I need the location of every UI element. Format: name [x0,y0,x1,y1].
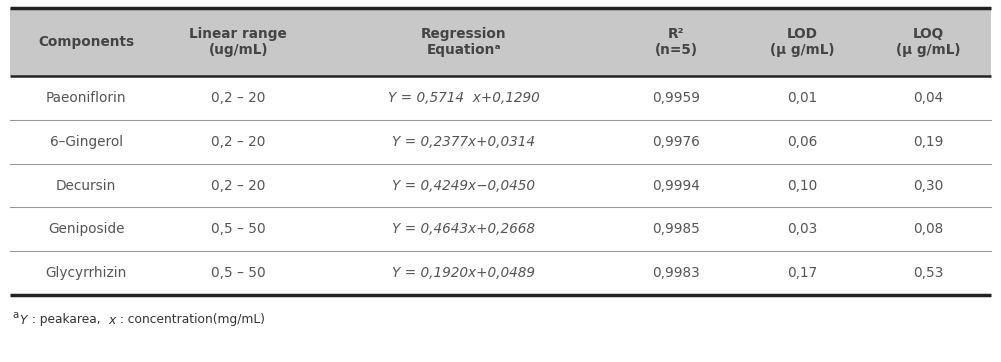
Text: 0,9959: 0,9959 [653,91,701,105]
Text: 0,9983: 0,9983 [653,266,700,280]
Text: 0,01: 0,01 [787,91,817,105]
Text: 0,2 – 20: 0,2 – 20 [211,135,265,149]
Text: 6–Gingerol: 6–Gingerol [49,135,123,149]
Text: Y = 0,5714  x+0,1290: Y = 0,5714 x+0,1290 [388,91,540,105]
Text: Y = 0,1920x+0,0489: Y = 0,1920x+0,0489 [392,266,536,280]
Text: 0,9994: 0,9994 [653,178,700,193]
Text: 0,08: 0,08 [913,222,943,236]
Text: LOQ
(μ g/mL): LOQ (μ g/mL) [896,27,960,57]
Text: Linear range
(ug/mL): Linear range (ug/mL) [189,27,287,57]
Text: 0,5 – 50: 0,5 – 50 [211,266,265,280]
Text: 0,2 – 20: 0,2 – 20 [211,91,265,105]
Text: 0,9985: 0,9985 [653,222,700,236]
Text: : concentration(mg/mL): : concentration(mg/mL) [116,313,265,327]
Text: x: x [108,313,115,327]
Text: : peakarea,: : peakarea, [28,313,108,327]
Text: LOD
(μ g/mL): LOD (μ g/mL) [770,27,835,57]
Text: 0,5 – 50: 0,5 – 50 [211,222,265,236]
Text: Y = 0,4643x+0,2668: Y = 0,4643x+0,2668 [392,222,536,236]
Text: 0,30: 0,30 [913,178,943,193]
Text: 0,9976: 0,9976 [653,135,700,149]
Text: Components: Components [38,35,134,49]
Text: 0,17: 0,17 [787,266,817,280]
Text: 0,2 – 20: 0,2 – 20 [211,178,265,193]
Text: 0,04: 0,04 [913,91,943,105]
Text: a: a [12,310,18,320]
Bar [10,8,991,76]
Text: 0,53: 0,53 [913,266,943,280]
Text: 0,03: 0,03 [787,222,817,236]
Text: R²
(n=5): R² (n=5) [655,27,698,57]
Text: 0,06: 0,06 [787,135,817,149]
Text: Paeoniflorin: Paeoniflorin [46,91,126,105]
Text: Y: Y [19,313,26,327]
Text: Y = 0,2377x+0,0314: Y = 0,2377x+0,0314 [392,135,536,149]
Text: Y = 0,4249x−0,0450: Y = 0,4249x−0,0450 [392,178,536,193]
Text: 0,10: 0,10 [787,178,817,193]
Text: Geniposide: Geniposide [48,222,124,236]
Text: Regression
Equationᵃ: Regression Equationᵃ [421,27,507,57]
Text: Decursin: Decursin [56,178,116,193]
Text: Glycyrrhizin: Glycyrrhizin [45,266,127,280]
Text: 0,19: 0,19 [913,135,943,149]
